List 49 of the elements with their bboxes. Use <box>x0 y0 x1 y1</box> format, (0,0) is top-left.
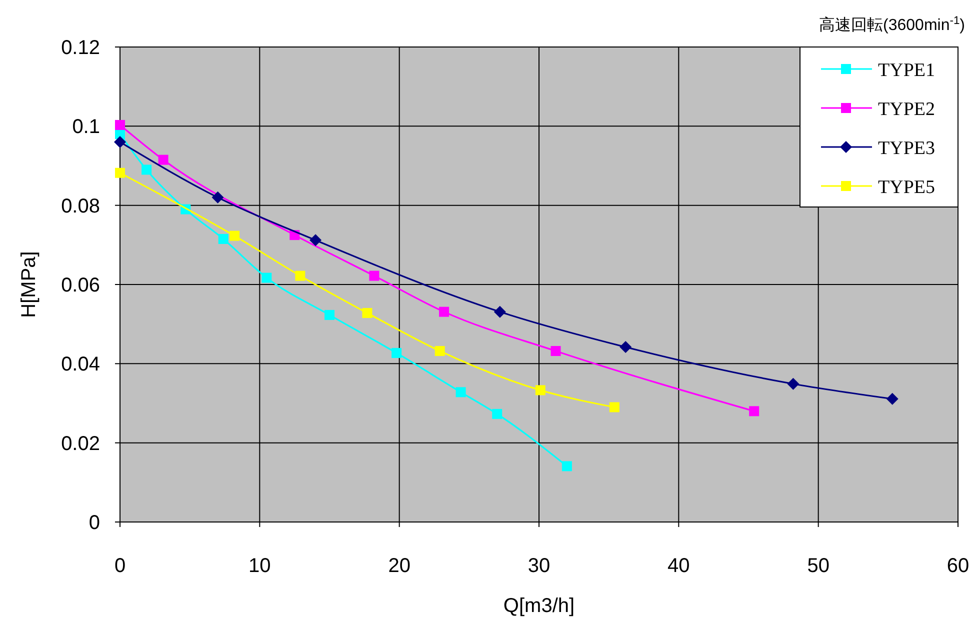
point <box>295 270 306 281</box>
point <box>362 308 372 318</box>
y-tick-label: 0.02 <box>61 432 100 455</box>
point <box>310 234 322 246</box>
x-tick-label: 20 <box>388 555 410 577</box>
point <box>262 272 272 283</box>
point <box>439 306 450 317</box>
y-tick-label: 0.12 <box>61 37 100 59</box>
point <box>324 310 334 320</box>
legend-label: TYPE3 <box>878 138 935 159</box>
y-axis-title: H[MPa] <box>18 251 40 318</box>
x-tick-label: 50 <box>807 555 830 577</box>
point <box>369 270 380 281</box>
legend-label: TYPE5 <box>878 177 935 198</box>
y-tick-label: 0.08 <box>61 195 100 218</box>
point <box>620 341 632 354</box>
point <box>886 392 898 405</box>
x-tick-label: 40 <box>668 555 690 577</box>
x-tick-label: 60 <box>946 555 970 577</box>
point <box>749 406 760 416</box>
point <box>787 378 800 390</box>
point <box>115 120 125 130</box>
point <box>392 348 402 358</box>
legend-label: TYPE2 <box>878 99 935 120</box>
point <box>492 408 502 419</box>
x-tick-label: 0 <box>114 555 126 577</box>
legend-label: TYPE1 <box>878 60 935 81</box>
point <box>142 164 152 175</box>
point <box>609 402 620 412</box>
point <box>158 154 168 165</box>
y-tick-label: 0.06 <box>61 274 100 296</box>
point <box>494 306 506 318</box>
x-tick-label: 10 <box>248 555 271 577</box>
point <box>115 168 125 178</box>
point <box>212 191 224 204</box>
point <box>218 234 228 244</box>
x-axis-title: Q[m3/h] <box>503 595 575 617</box>
y-tick-label: 0.04 <box>61 354 100 376</box>
point <box>114 136 126 148</box>
point <box>550 346 561 356</box>
y-tick-label: 0.1 <box>72 116 100 138</box>
chart-title: 高速回転(3600min$^{-1}$) <box>819 15 965 34</box>
point <box>456 387 466 398</box>
y-tick-label: 0 <box>88 512 100 534</box>
point <box>562 461 572 472</box>
point <box>230 230 240 241</box>
x-tick-label: 30 <box>528 555 550 577</box>
point <box>434 346 445 356</box>
point <box>535 385 546 396</box>
